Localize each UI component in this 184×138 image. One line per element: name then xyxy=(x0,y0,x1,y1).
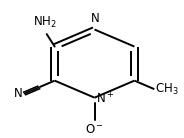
Text: NH$_2$: NH$_2$ xyxy=(33,15,57,30)
Text: O$^-$: O$^-$ xyxy=(85,123,104,136)
Text: N: N xyxy=(91,12,100,25)
Text: N: N xyxy=(13,87,22,100)
Text: CH$_3$: CH$_3$ xyxy=(155,82,179,97)
Text: N$^+$: N$^+$ xyxy=(96,91,115,107)
